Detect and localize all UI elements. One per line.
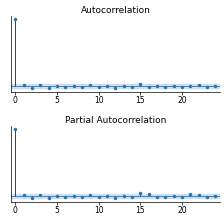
Bar [11,194,220,198]
Title: Autocorrelation: Autocorrelation [80,6,150,15]
Bar [11,84,220,88]
Title: Partial Autocorrelation: Partial Autocorrelation [65,116,166,125]
